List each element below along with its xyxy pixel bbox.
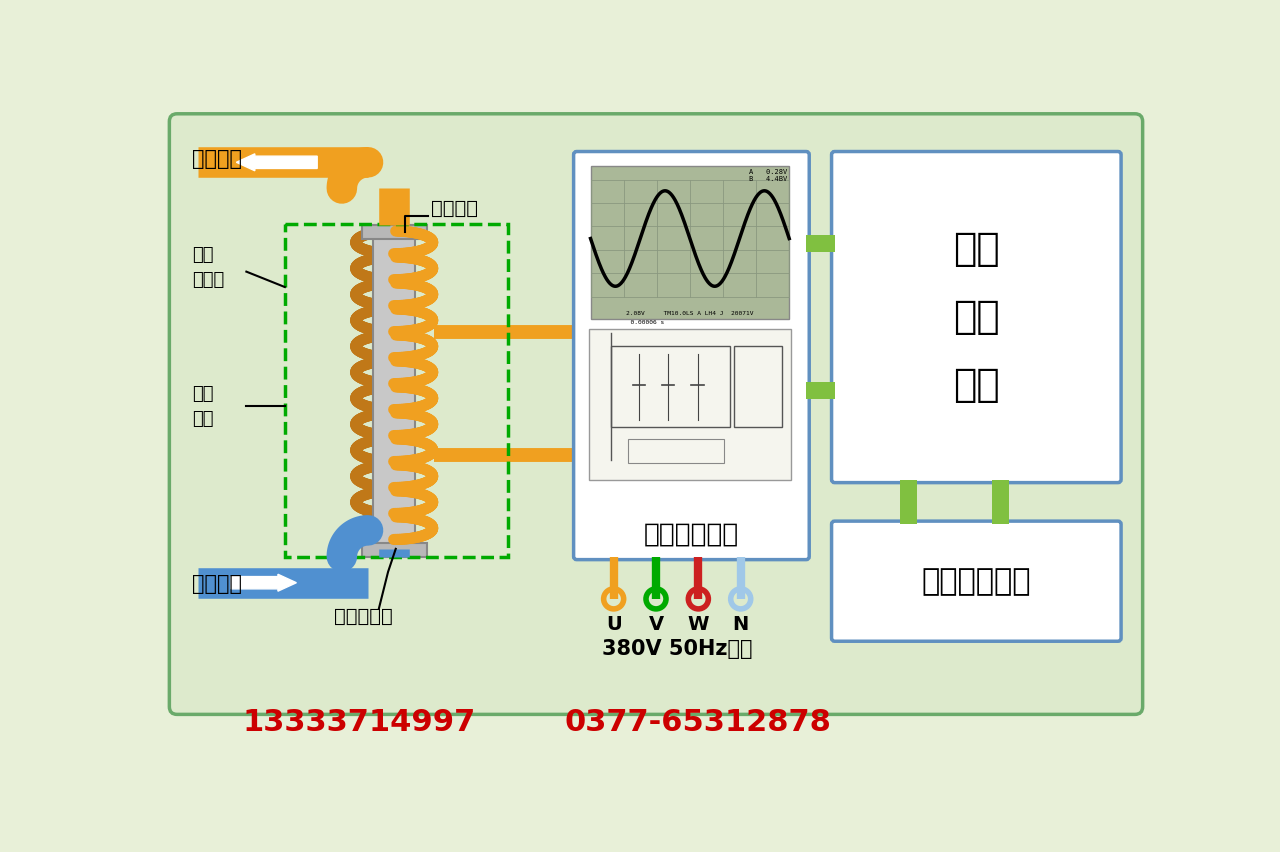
FancyBboxPatch shape xyxy=(832,152,1121,482)
Text: 380V 50Hz输入: 380V 50Hz输入 xyxy=(602,639,753,659)
Bar xyxy=(362,543,426,556)
Text: 13333714997: 13333714997 xyxy=(243,708,476,737)
Text: 变频
控制
单元: 变频 控制 单元 xyxy=(952,230,1000,404)
Text: 0.00006 s: 0.00006 s xyxy=(593,320,664,325)
Bar xyxy=(611,346,730,427)
FancyBboxPatch shape xyxy=(169,114,1143,714)
Text: 金属水管: 金属水管 xyxy=(431,199,479,218)
Bar xyxy=(362,226,426,239)
Text: A   0.28V
B   4.4BV: A 0.28V B 4.4BV xyxy=(749,170,787,182)
Text: 热水输出: 热水输出 xyxy=(192,149,242,170)
Bar xyxy=(590,166,790,319)
Bar xyxy=(374,226,415,556)
Bar xyxy=(285,224,508,556)
Bar xyxy=(627,439,723,463)
Bar xyxy=(992,480,1010,524)
Bar xyxy=(900,480,916,524)
FancyArrow shape xyxy=(237,154,317,170)
FancyBboxPatch shape xyxy=(832,521,1121,642)
Text: 电磁
屏蔽罩: 电磁 屏蔽罩 xyxy=(192,246,225,290)
Text: U: U xyxy=(605,615,622,634)
FancyBboxPatch shape xyxy=(573,152,809,560)
Text: 变频功率输出: 变频功率输出 xyxy=(644,522,739,548)
Text: 绝缘陶瓷管: 绝缘陶瓷管 xyxy=(334,607,393,626)
Text: 电磁
线圈: 电磁 线圈 xyxy=(192,385,214,428)
Text: V: V xyxy=(649,615,663,634)
Text: 0377-65312878: 0377-65312878 xyxy=(564,708,832,737)
Text: N: N xyxy=(732,615,749,634)
FancyArrow shape xyxy=(230,574,297,591)
Bar xyxy=(806,382,835,399)
Bar xyxy=(589,330,791,480)
Text: 操作控制单元: 操作控制单元 xyxy=(922,567,1032,596)
Text: 冷水进入: 冷水进入 xyxy=(192,574,242,594)
Text: 2.08V     TM10.0LS A LH4 J  20071V: 2.08V TM10.0LS A LH4 J 20071V xyxy=(626,311,754,316)
Bar xyxy=(733,346,782,427)
Text: W: W xyxy=(687,615,709,634)
Bar xyxy=(806,235,835,252)
